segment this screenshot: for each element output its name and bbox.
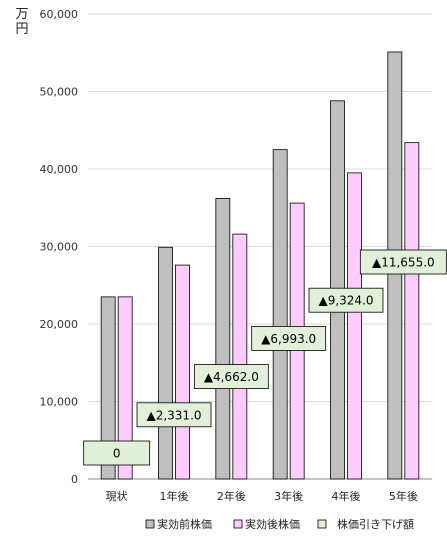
y-tick-label: 20,000 xyxy=(40,318,79,331)
reduction-label: ▲11,655.0 xyxy=(372,256,435,270)
x-category-label: 4年後 xyxy=(332,489,361,503)
bar-before xyxy=(215,198,231,480)
reduction-label: ▲4,662.0 xyxy=(204,370,259,384)
legend-label: 実効前株価 xyxy=(157,517,212,531)
bar-before xyxy=(158,246,173,480)
x-category-label: 2年後 xyxy=(217,489,246,503)
bar-after xyxy=(175,264,190,480)
x-category-label: 5年後 xyxy=(389,489,418,503)
x-axis-categories: 現状 1年後 2年後 3年後 4年後 5年後 xyxy=(106,489,418,503)
y-axis-ticks: 0 10,000 20,000 30,000 40,000 50,000 60,000 xyxy=(40,8,79,486)
reduction-label-box xyxy=(136,402,212,428)
reduction-label: 0 xyxy=(113,447,121,461)
x-category-label: 3年後 xyxy=(274,489,303,503)
reduction-label-box xyxy=(308,287,384,313)
reduction-label-box xyxy=(359,249,447,275)
y-tick-label: 30,000 xyxy=(40,241,79,254)
reduction-label: ▲6,993.0 xyxy=(261,332,316,346)
reduction-label: ▲2,331.0 xyxy=(146,408,201,422)
reduction-label-box xyxy=(251,325,327,351)
y-tick-label: 50,000 xyxy=(40,86,79,99)
y-tick-label: 40,000 xyxy=(40,163,79,176)
bar-after xyxy=(232,233,248,480)
bar-after xyxy=(117,296,133,480)
y-tick-label: 0 xyxy=(71,473,78,486)
bar-before xyxy=(272,149,288,480)
bar-before xyxy=(100,296,116,480)
bar-after xyxy=(404,142,420,480)
legend-label: 実効後株価 xyxy=(245,517,300,531)
legend-label: 株価引き下げ額 xyxy=(337,517,414,531)
bar-after xyxy=(347,172,362,480)
x-category-label: 1年後 xyxy=(160,489,189,503)
reduction-labels: 0 ▲2,331.0 ▲4,662.0 ▲6,993.0 ▲9,324.0 ▲11,655… xyxy=(83,249,447,466)
gridlines xyxy=(88,13,432,480)
legend-swatch xyxy=(233,519,243,529)
y-tick-label: 10,000 xyxy=(40,396,79,409)
reduction-label-box xyxy=(83,440,151,466)
legend-swatch xyxy=(145,519,155,529)
y-tick-label: 60,000 xyxy=(40,8,79,21)
reduction-label: ▲9,324.0 xyxy=(318,294,373,308)
y-axis-unit-label: 万円 xyxy=(15,7,28,37)
legend: 実効前株価 実効後株価 株価引き下げ額 xyxy=(145,517,414,531)
legend-swatch xyxy=(317,519,327,529)
reduction-label-box xyxy=(193,364,269,390)
x-category-label: 現状 xyxy=(106,489,128,503)
